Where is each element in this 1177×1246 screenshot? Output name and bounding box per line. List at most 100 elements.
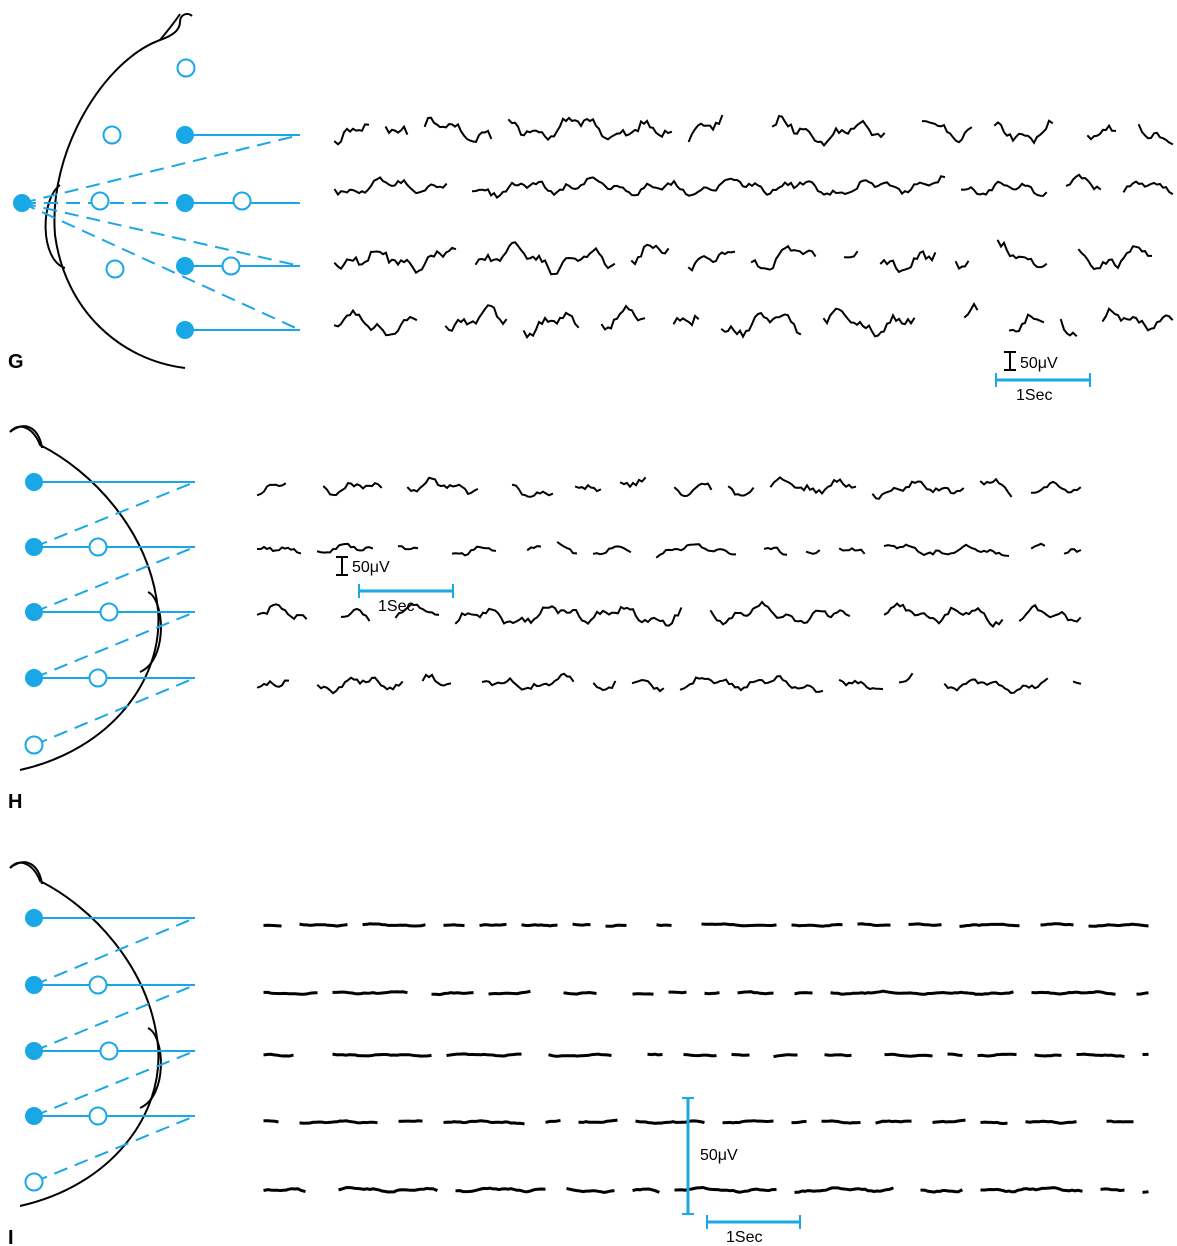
eeg-trace-segment — [961, 180, 1048, 198]
eeg-trace-segment — [701, 922, 777, 928]
ear-i — [139, 1027, 162, 1109]
eeg-trace-segment — [687, 250, 736, 272]
nose-g — [159, 13, 181, 41]
voltage-scale-label-i: 50μV — [700, 1147, 738, 1164]
active-electrode — [176, 321, 194, 339]
eeg-trace-segment — [954, 260, 970, 270]
eeg-trace-segment — [548, 1052, 612, 1058]
eeg-trace-segment — [1040, 922, 1074, 927]
eeg-trace-segment — [791, 922, 843, 928]
eeg-trace-segment — [384, 124, 409, 136]
eeg-trace-segment — [1136, 991, 1149, 996]
eeg-trace-segment — [474, 241, 616, 276]
eeg-trace-segment — [709, 600, 851, 626]
eeg-trace-segment — [920, 1188, 964, 1194]
eeg-trace-segment — [805, 549, 821, 555]
eeg-trace-segment — [679, 675, 824, 693]
eeg-trace-segment — [423, 116, 493, 143]
eeg-trace-segment — [720, 311, 802, 339]
ear-h — [139, 591, 162, 673]
eeg-trace-segment — [481, 672, 575, 691]
eeg-trace-segment — [963, 301, 979, 319]
eeg-trace-segment — [332, 990, 408, 996]
eeg-trace-segment — [1101, 307, 1174, 332]
eeg-trace-segment — [1018, 603, 1082, 623]
eeg-traces-g — [333, 114, 1174, 339]
eeg-traces-i — [263, 922, 1149, 1195]
eeg-trace-segment — [947, 1052, 963, 1058]
inactive-electrode — [24, 735, 44, 755]
eeg-trace-segment — [471, 175, 946, 200]
eeg-trace-segment — [333, 123, 370, 146]
eeg-trace-segment — [592, 680, 617, 692]
active-electrode — [25, 603, 43, 621]
head-diagram-i — [9, 861, 162, 1207]
time-scale-label-h: 1Sec — [378, 598, 414, 615]
eeg-trace-segment — [299, 922, 348, 928]
eeg-trace-segment — [687, 114, 724, 143]
eeg-trace-segment — [619, 476, 647, 489]
eeg-trace-segment — [362, 922, 426, 928]
eeg-trace-segment — [727, 485, 755, 497]
eeg-trace-segment — [507, 116, 673, 142]
voltage-scale-label-h: 50μV — [352, 559, 390, 576]
eeg-trace-segment — [256, 679, 290, 689]
eeg-trace-segment — [332, 1052, 432, 1058]
eeg-trace-segment — [979, 477, 1013, 498]
eeg-trace-segment — [299, 1119, 378, 1125]
eeg-trace-segment — [704, 991, 720, 996]
eeg-trace-segment — [406, 476, 479, 496]
head-diagram-g — [44, 13, 193, 369]
eeg-trace-segment — [1086, 123, 1117, 141]
active-electrode — [25, 1107, 43, 1125]
active-electrode — [25, 538, 43, 556]
active-electrode — [25, 976, 43, 994]
eeg-trace-segment — [996, 239, 1048, 269]
eeg-trace-segment — [522, 311, 580, 339]
eeg-trace-segment — [1137, 123, 1174, 146]
eeg-trace-segment — [821, 1119, 861, 1125]
eeg-trace-segment — [875, 1119, 912, 1125]
panel-i: I 50μV 1Sec — [8, 861, 1149, 1246]
inactive-electrode — [99, 602, 119, 622]
active-electrode — [25, 669, 43, 687]
active-electrode — [176, 126, 194, 144]
time-scale-label-i: 1Sec — [726, 1229, 762, 1246]
eeg-trace-segment — [830, 989, 1014, 996]
eeg-trace-segment — [316, 676, 404, 695]
eeg-trace-segment — [572, 922, 591, 927]
eeg-trace-segment — [824, 1053, 852, 1058]
scale-bar-g: 50μV 1Sec — [995, 351, 1091, 404]
electrodes-h — [24, 473, 119, 755]
eeg-trace-segment — [1122, 180, 1174, 196]
eeg-trace-segment — [443, 923, 465, 928]
eeg-trace-segment — [871, 480, 965, 500]
voltage-scale-label-g: 50μV — [1020, 355, 1058, 372]
eeg-trace-segment — [263, 1052, 294, 1058]
eeg-trace-segment — [333, 246, 457, 275]
eeg-trace-segment — [630, 243, 670, 266]
eeg-trace-segment — [632, 1187, 660, 1194]
eeg-trace-segment — [454, 605, 683, 627]
active-electrode — [176, 194, 194, 212]
scale-bar-i: 50μV 1Sec — [682, 1097, 801, 1246]
eeg-trace-segment — [1025, 1119, 1077, 1125]
eeg-trace-segment — [333, 176, 448, 197]
eeg-trace-segment — [479, 922, 507, 928]
eeg-trace-segment — [879, 250, 937, 274]
eeg-trace-segment — [398, 1119, 423, 1123]
eeg-trace-segment — [980, 1186, 1083, 1194]
eeg-trace-segment — [563, 990, 597, 996]
inactive-electrode — [88, 668, 108, 688]
eeg-trace-segment — [333, 308, 418, 337]
ear-g — [44, 184, 66, 269]
eeg-trace-segment — [455, 1186, 546, 1194]
inactive-electrode — [176, 58, 196, 78]
active-electrode — [25, 1042, 43, 1060]
active-electrode — [176, 257, 194, 275]
inactive-electrode — [24, 1172, 44, 1192]
eeg-trace-segment — [773, 1053, 798, 1059]
eeg-trace-segment — [446, 1052, 522, 1058]
eeg-trace-segment — [921, 120, 973, 144]
panel-label-i: I — [8, 1227, 14, 1246]
